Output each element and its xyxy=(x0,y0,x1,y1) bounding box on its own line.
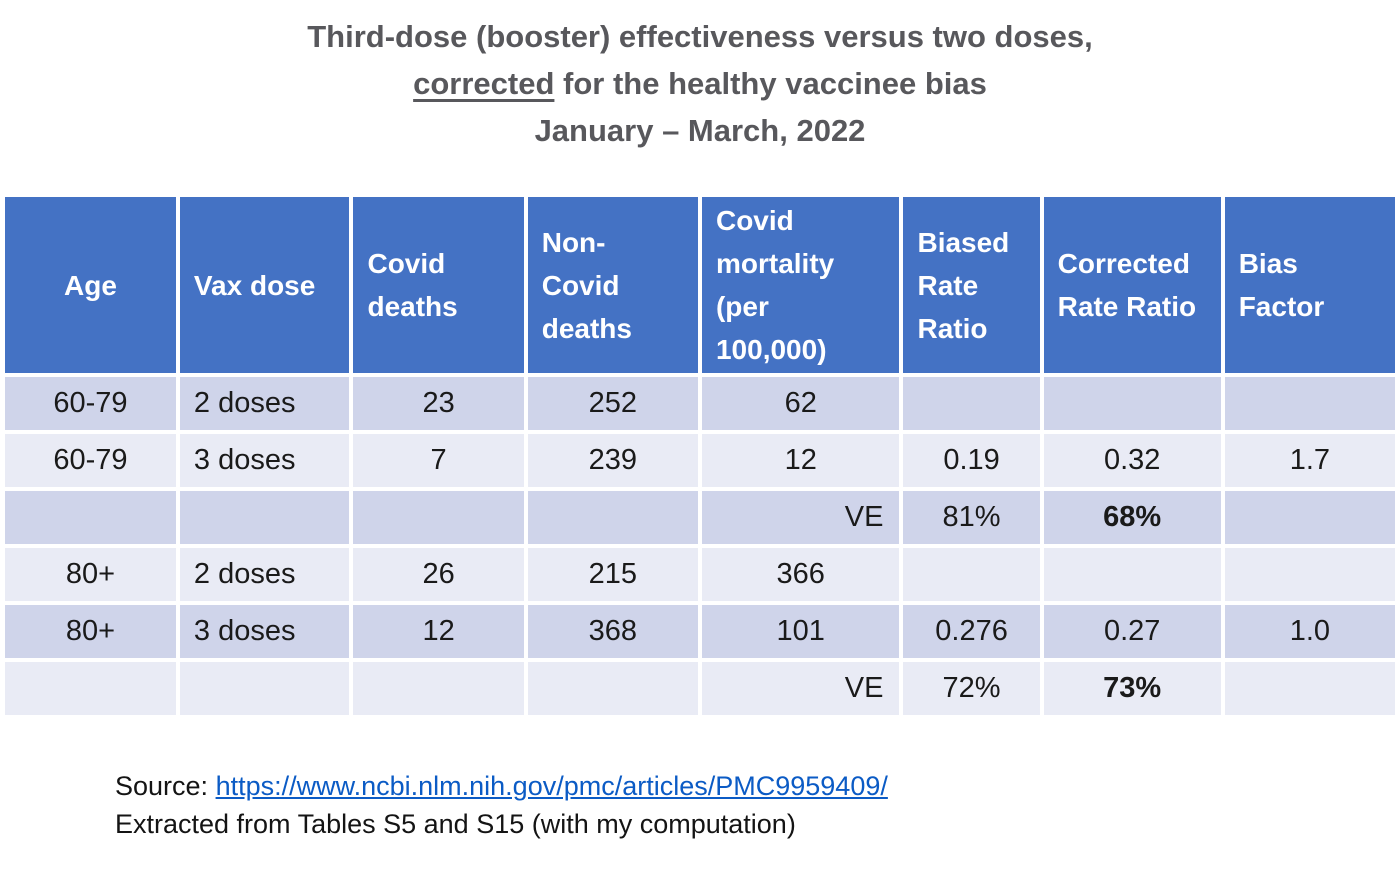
table-row: 80+ 2 doses 26 215 366 xyxy=(5,548,1395,601)
table-cell-biased-rate-ratio: 0.276 xyxy=(903,605,1040,658)
table-cell-ve-label: VE xyxy=(701,662,900,715)
table-cell-non-covid-deaths: 368 xyxy=(527,605,698,658)
table-cell-age: 80+ xyxy=(5,548,176,601)
table-cell-ve-label: VE xyxy=(701,491,900,544)
table-cell-biased-ve: 81% xyxy=(903,491,1040,544)
title-line-2-rest: for the healthy vaccinee bias xyxy=(554,66,987,101)
table-cell-bias-factor xyxy=(1224,662,1395,715)
column-header-non-covid-deaths: Non-Covid deaths xyxy=(527,197,698,373)
table-cell-bias-factor xyxy=(1224,377,1395,430)
title-line-1: Third-dose (booster) effectiveness versu… xyxy=(307,19,1093,54)
table-cell-vax-dose xyxy=(179,662,350,715)
table-row-ve-80plus: VE 72% 73% xyxy=(5,662,1395,715)
table-row-ve-60-79: VE 81% 68% xyxy=(5,491,1395,544)
table-cell-vax-dose: 3 doses xyxy=(179,605,350,658)
table-cell-covid-deaths: 12 xyxy=(353,605,524,658)
table-cell-covid-mortality: 366 xyxy=(701,548,900,601)
source-note: Extracted from Tables S5 and S15 (with m… xyxy=(115,809,796,839)
table-cell-biased-rate-ratio xyxy=(903,377,1040,430)
column-header-biased-rate-ratio: Biased Rate Ratio xyxy=(903,197,1040,373)
table-cell-corrected-rate-ratio xyxy=(1043,548,1221,601)
table-cell-bias-factor: 1.0 xyxy=(1224,605,1395,658)
table-cell-covid-mortality: 12 xyxy=(701,434,900,487)
table-cell-covid-deaths: 7 xyxy=(353,434,524,487)
table-cell-covid-deaths: 26 xyxy=(353,548,524,601)
table-cell-covid-mortality: 62 xyxy=(701,377,900,430)
source-line: Source: https://www.ncbi.nlm.nih.gov/pmc… xyxy=(115,767,1400,805)
column-header-corrected-rate-ratio: Corrected Rate Ratio xyxy=(1043,197,1221,373)
table-cell-bias-factor xyxy=(1224,548,1395,601)
table-cell-non-covid-deaths: 252 xyxy=(527,377,698,430)
table-cell-corrected-rate-ratio: 0.27 xyxy=(1043,605,1221,658)
slide-title: Third-dose (booster) effectiveness versu… xyxy=(0,0,1400,154)
table-cell-age xyxy=(5,491,176,544)
column-header-bias-factor: Bias Factor xyxy=(1224,197,1395,373)
column-header-vax-dose: Vax dose xyxy=(179,197,350,373)
table-cell-vax-dose: 2 doses xyxy=(179,377,350,430)
table-cell-covid-deaths xyxy=(353,491,524,544)
source-link[interactable]: https://www.ncbi.nlm.nih.gov/pmc/article… xyxy=(215,771,888,801)
table-cell-age xyxy=(5,662,176,715)
table-cell-covid-mortality: 101 xyxy=(701,605,900,658)
table-row: 60-79 3 doses 7 239 12 0.19 0.32 1.7 xyxy=(5,434,1395,487)
title-line-3: January – March, 2022 xyxy=(534,113,866,148)
column-header-covid-deaths: Covid deaths xyxy=(353,197,524,373)
table-cell-vax-dose xyxy=(179,491,350,544)
table-cell-corrected-rate-ratio: 0.32 xyxy=(1043,434,1221,487)
data-table: Age Vax dose Covid deaths Non-Covid deat… xyxy=(1,193,1399,719)
column-header-covid-mortality: Covid mortality (per 100,000) xyxy=(701,197,900,373)
table-cell-biased-rate-ratio xyxy=(903,548,1040,601)
table-cell-corrected-ve: 73% xyxy=(1043,662,1221,715)
title-underlined-word: corrected xyxy=(413,66,555,101)
table-cell-non-covid-deaths: 215 xyxy=(527,548,698,601)
table-cell-non-covid-deaths xyxy=(527,662,698,715)
table-cell-bias-factor: 1.7 xyxy=(1224,434,1395,487)
title-line-2: corrected for the healthy vaccinee bias xyxy=(0,60,1400,107)
table-cell-bias-factor xyxy=(1224,491,1395,544)
table-cell-covid-deaths: 23 xyxy=(353,377,524,430)
source-label: Source: xyxy=(115,771,216,801)
table-cell-corrected-rate-ratio xyxy=(1043,377,1221,430)
table-cell-vax-dose: 3 doses xyxy=(179,434,350,487)
table-cell-age: 60-79 xyxy=(5,434,176,487)
table-cell-corrected-ve: 68% xyxy=(1043,491,1221,544)
table-row: 60-79 2 doses 23 252 62 xyxy=(5,377,1395,430)
table-cell-biased-rate-ratio: 0.19 xyxy=(903,434,1040,487)
table-cell-non-covid-deaths: 239 xyxy=(527,434,698,487)
source-block: Source: https://www.ncbi.nlm.nih.gov/pmc… xyxy=(115,767,1400,843)
header-row: Age Vax dose Covid deaths Non-Covid deat… xyxy=(5,197,1395,373)
table-cell-covid-deaths xyxy=(353,662,524,715)
table-cell-biased-ve: 72% xyxy=(903,662,1040,715)
table-row: 80+ 3 doses 12 368 101 0.276 0.27 1.0 xyxy=(5,605,1395,658)
column-header-age: Age xyxy=(5,197,176,373)
table-cell-non-covid-deaths xyxy=(527,491,698,544)
table-cell-vax-dose: 2 doses xyxy=(179,548,350,601)
table-cell-age: 80+ xyxy=(5,605,176,658)
table-cell-age: 60-79 xyxy=(5,377,176,430)
